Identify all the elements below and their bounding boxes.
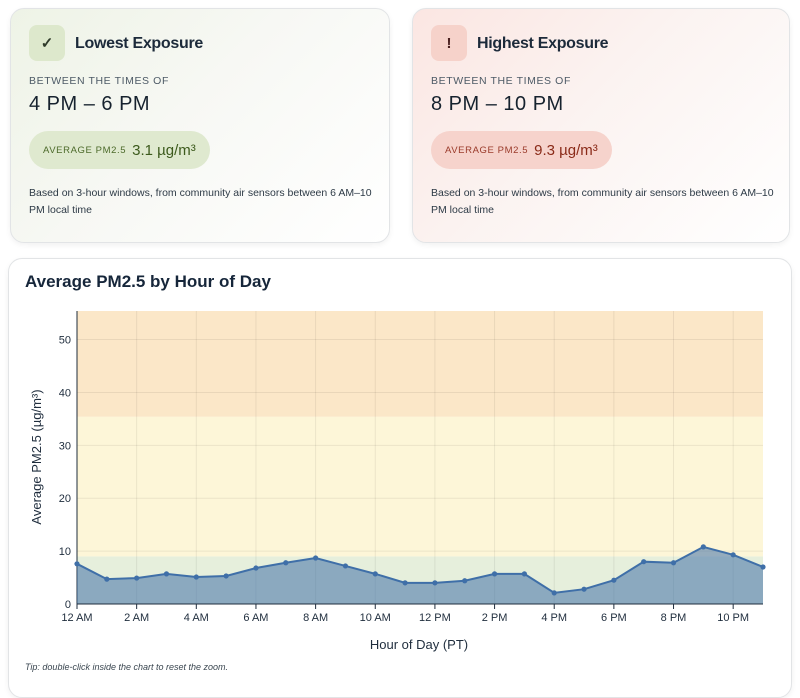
point	[521, 571, 527, 577]
x-tick-label: 4 AM	[184, 612, 209, 624]
aqi-band	[77, 311, 763, 417]
x-tick-label: 6 AM	[243, 612, 268, 624]
y-tick-label: 10	[59, 546, 71, 558]
point	[700, 544, 706, 550]
line	[76, 545, 764, 594]
y-tick-label: 0	[65, 599, 71, 611]
note: Based on 3-hour windows, from community …	[431, 187, 774, 216]
card-title: Highest Exposure	[477, 35, 609, 52]
point	[611, 577, 617, 583]
point	[193, 574, 199, 580]
point	[581, 586, 587, 592]
highest-card: ! Highest Exposure BETWEEN THE TIMES OF …	[412, 8, 790, 243]
point	[730, 552, 736, 558]
caption: BETWEEN THE TIMES OF	[29, 75, 169, 87]
chart[interactable]: Average PM2.5 by Hour of Day Average PM2…	[9, 259, 791, 686]
x-tick-label: 8 PM	[661, 612, 687, 624]
icon: !	[431, 25, 467, 61]
point	[342, 563, 349, 569]
point	[432, 580, 438, 586]
metric-label: AVERAGE PM2.5	[445, 144, 529, 156]
point	[104, 576, 110, 582]
metric-pill: AVERAGE PM2.5 9.3 µg/m³	[431, 131, 612, 169]
point	[223, 573, 229, 579]
x-tick-label: 12 PM	[419, 612, 451, 624]
x-tick-label: 6 PM	[601, 612, 627, 624]
point	[313, 555, 319, 561]
note: Based on 3-hour windows, from community …	[29, 187, 372, 216]
x-tick-label: 10 PM	[717, 612, 749, 624]
point	[760, 564, 766, 570]
x-tick-label: 4 PM	[541, 612, 567, 624]
metric-label: AVERAGE PM2.5	[43, 144, 127, 156]
icon: ✓	[29, 25, 65, 61]
x-tick-label: 10 AM	[360, 612, 391, 624]
point	[372, 571, 378, 577]
point	[641, 559, 647, 565]
y-tick-label: 20	[59, 493, 71, 505]
x-tick-label: 8 AM	[303, 612, 328, 624]
x-tick-label: 2 AM	[124, 612, 149, 624]
x-tick-label: 2 PM	[482, 612, 508, 624]
y-tick-label: 40	[59, 387, 71, 399]
time-range: 8 PM – 10 PM	[431, 93, 564, 115]
point	[491, 571, 498, 577]
point	[134, 575, 140, 581]
card-title: Lowest Exposure	[75, 35, 203, 52]
y-tick-label: 50	[59, 335, 71, 347]
metric-value: 3.1 µg/m³	[132, 141, 196, 159]
lowest-card: ✓ Lowest Exposure BETWEEN THE TIMES OF 4…	[10, 8, 390, 243]
time-range: 4 PM – 6 PM	[29, 93, 151, 115]
x-axis-label: Hour of Day (PT)	[370, 637, 468, 652]
metric-pill: AVERAGE PM2.5 3.1 µg/m³	[29, 131, 210, 169]
y-tick-label: 30	[59, 440, 71, 452]
caption: BETWEEN THE TIMES OF	[431, 75, 571, 87]
point	[283, 560, 289, 566]
y-axis-label: Average PM2.5 (µg/m³)	[29, 389, 44, 524]
point	[402, 580, 408, 586]
point	[670, 560, 677, 566]
aqi-band	[77, 416, 763, 557]
chart-card: Average PM2.5 by Hour of Day Average PM2…	[8, 258, 792, 698]
tip: Tip: double-click inside the chart to re…	[25, 662, 228, 672]
point	[551, 590, 557, 596]
chart-title: Average PM2.5 by Hour of Day	[25, 272, 271, 291]
metric-value: 9.3 µg/m³	[534, 141, 598, 159]
x-tick-label: 12 AM	[61, 612, 92, 624]
point	[462, 578, 468, 584]
point	[253, 565, 259, 571]
point	[74, 561, 80, 567]
point	[163, 571, 170, 577]
area	[77, 546, 763, 604]
